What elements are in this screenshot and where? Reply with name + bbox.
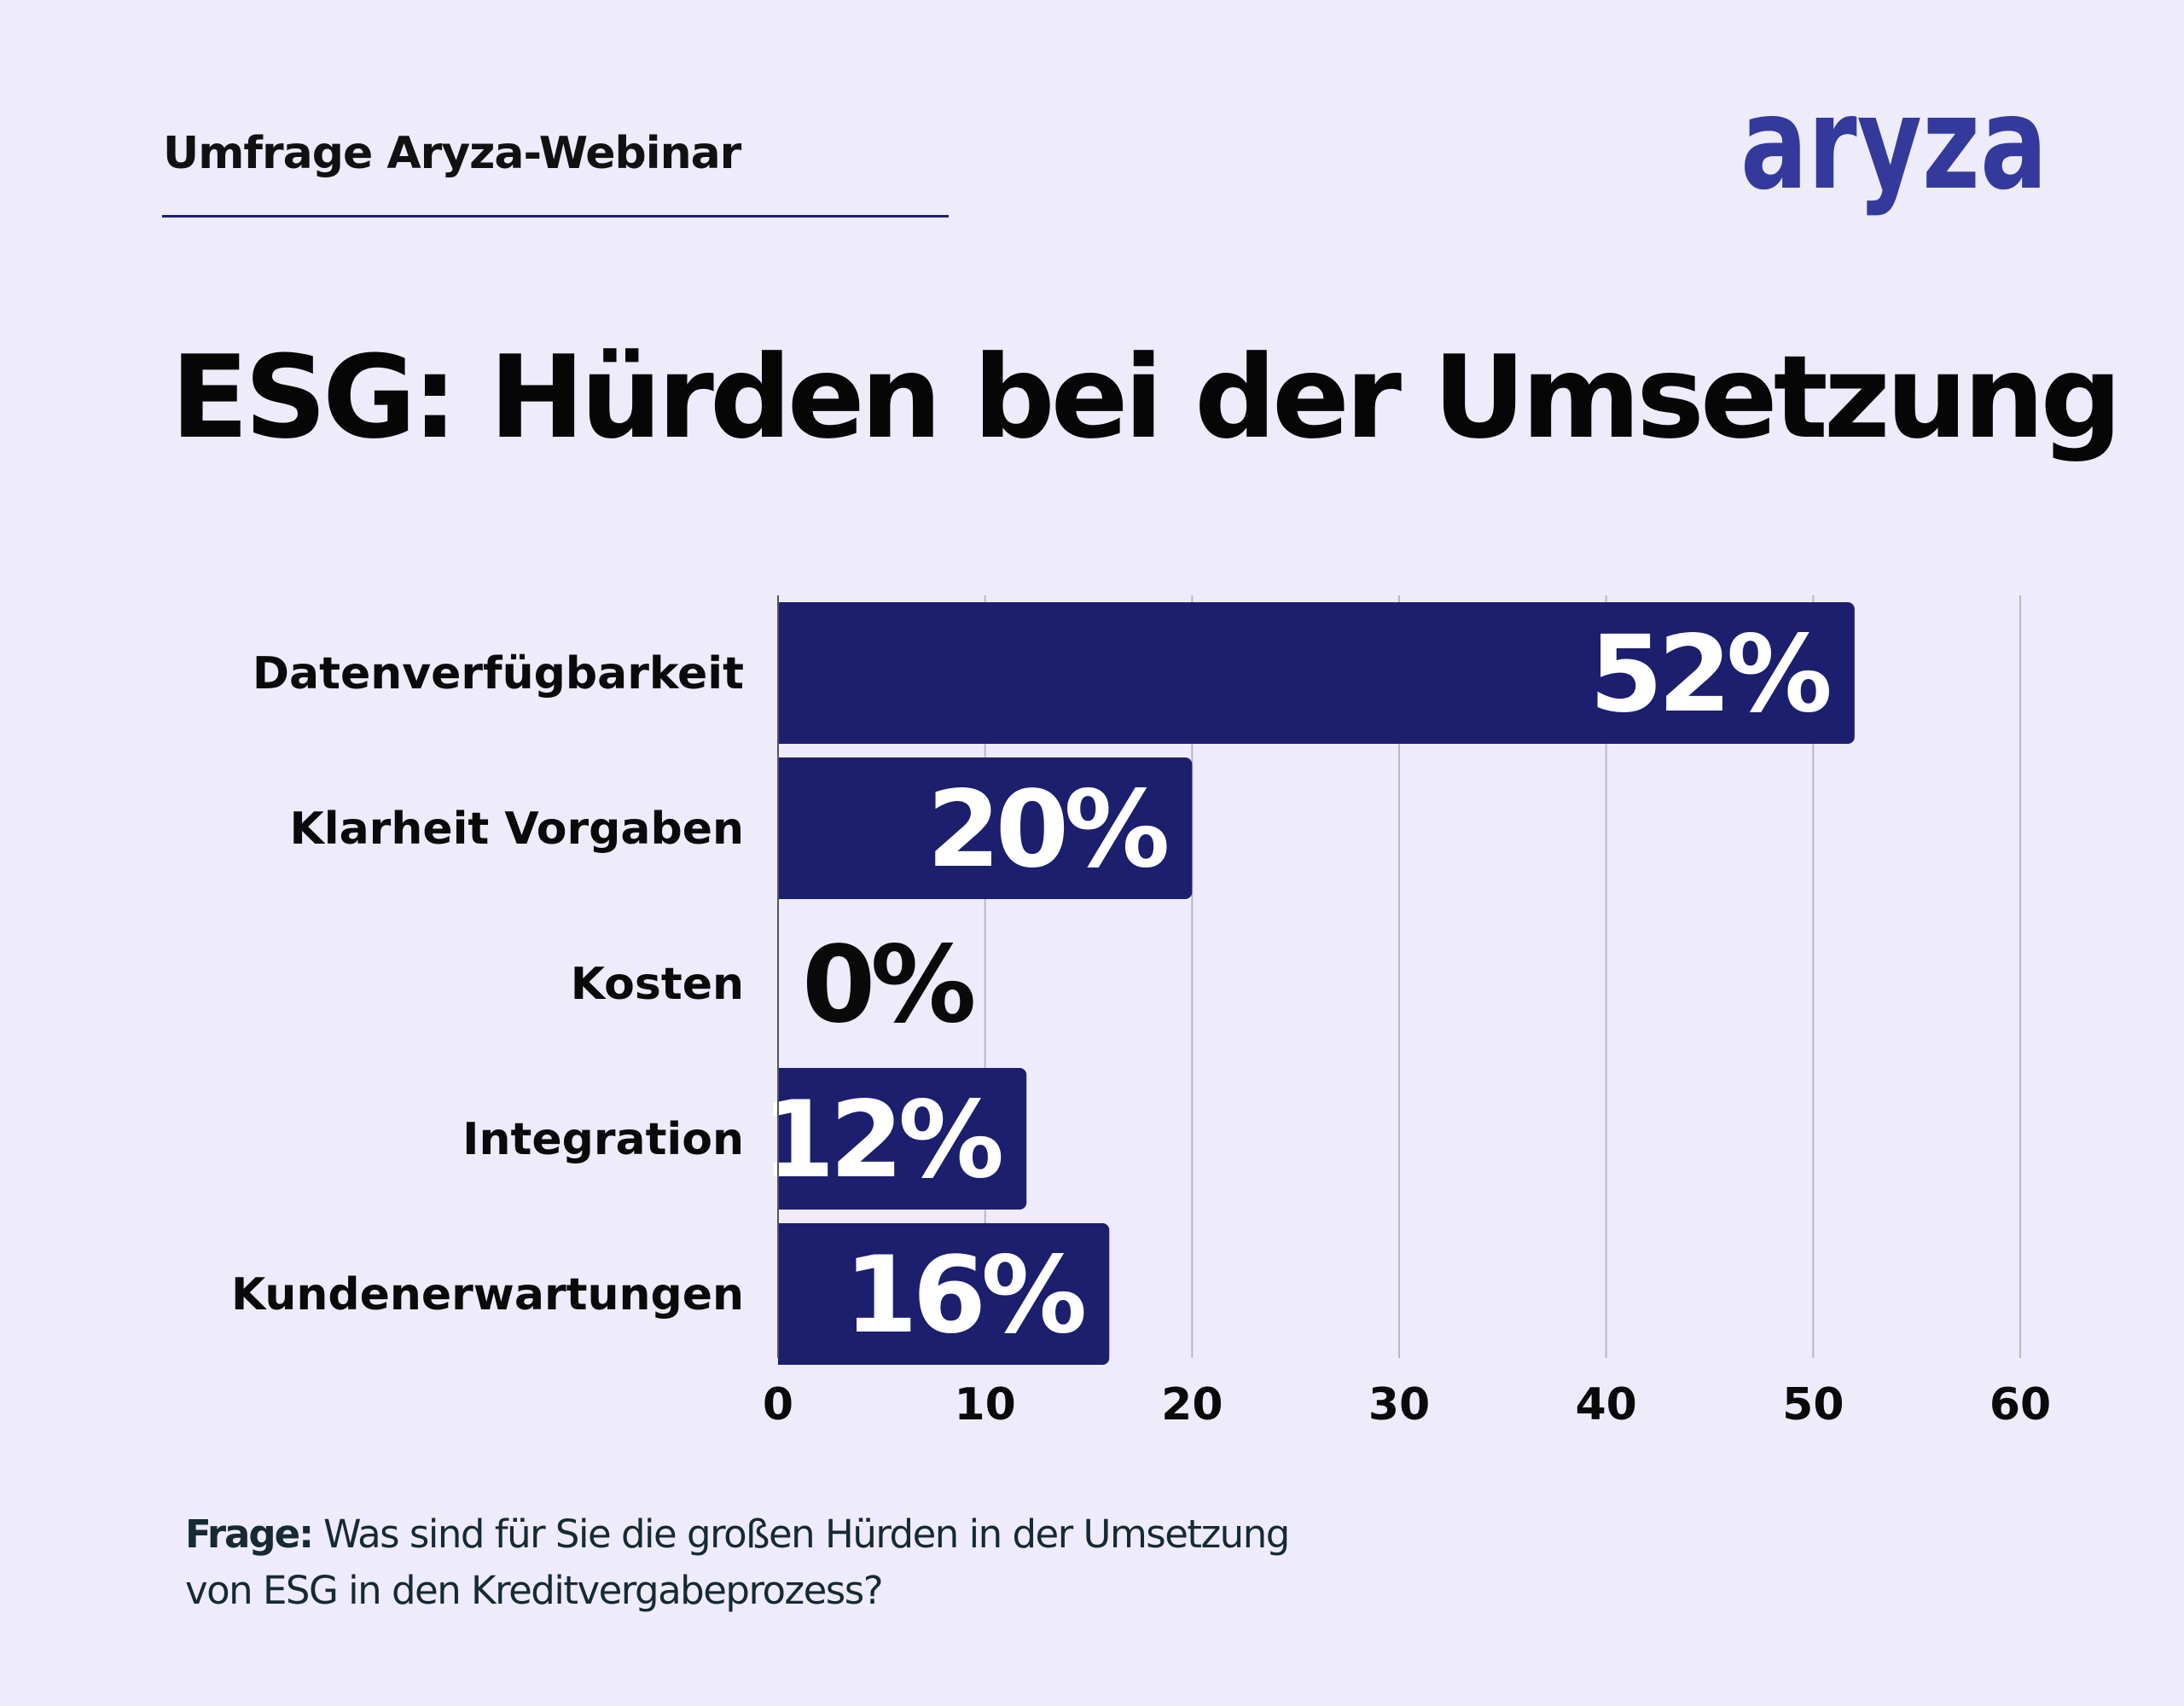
bar-left-edge	[778, 757, 788, 899]
x-tick-label: 20	[1161, 1379, 1223, 1430]
x-axis: 0 10 20 30 40 50 60	[763, 595, 2051, 1430]
category-label: Integration	[462, 1114, 744, 1165]
value-label: 52%	[1589, 613, 1830, 736]
category-label: Datenverfügbarkeit	[253, 648, 744, 699]
bar-left-edge	[778, 1068, 788, 1210]
value-label: 0%	[802, 924, 973, 1047]
bar-left-edge	[778, 1223, 788, 1365]
kicker-divider	[162, 215, 949, 218]
question-text-line2: von ESG in den Kreditvergabeprozess?	[185, 1568, 884, 1613]
value-label: 20%	[927, 769, 1168, 891]
x-tick-label: 30	[1368, 1379, 1430, 1430]
category-label: Klarheit Vorgaben	[289, 804, 744, 855]
value-label: 12%	[761, 1079, 1002, 1202]
bars: 52% 20% 0% 12% 16%	[761, 602, 1855, 1365]
question-label: Frage:	[185, 1512, 314, 1557]
chart-title: ESG: Hürden bei der Umsetzung	[171, 331, 2123, 464]
logo-wordmark: aryza	[1740, 94, 2048, 218]
category-label: Kosten	[571, 959, 744, 1010]
x-tick-label: 40	[1575, 1379, 1636, 1430]
question-text-line1: Was sind für Sie die großen Hürden in de…	[322, 1512, 1290, 1557]
category-labels: Datenverfügbarkeit Klarheit Vorgaben Koste…	[231, 648, 744, 1320]
aryza-logo: aryza	[1740, 94, 2048, 218]
bar	[778, 602, 1855, 744]
bar	[778, 757, 1193, 899]
bar	[778, 1068, 1027, 1210]
x-tick-label: 50	[1782, 1379, 1844, 1430]
x-tick-label: 10	[954, 1379, 1015, 1430]
bar-left-edge	[778, 602, 788, 744]
x-tick-label: 60	[1989, 1379, 2051, 1430]
value-label: 16%	[844, 1234, 1084, 1357]
category-label: Kundenerwartungen	[231, 1269, 744, 1320]
x-tick-label: 0	[763, 1379, 793, 1430]
survey-question: Frage: Was sind für Sie die großen Hürde…	[185, 1506, 1380, 1619]
kicker-text: Umfrage Aryza-Webinar	[163, 128, 741, 179]
bar	[778, 1223, 1110, 1365]
